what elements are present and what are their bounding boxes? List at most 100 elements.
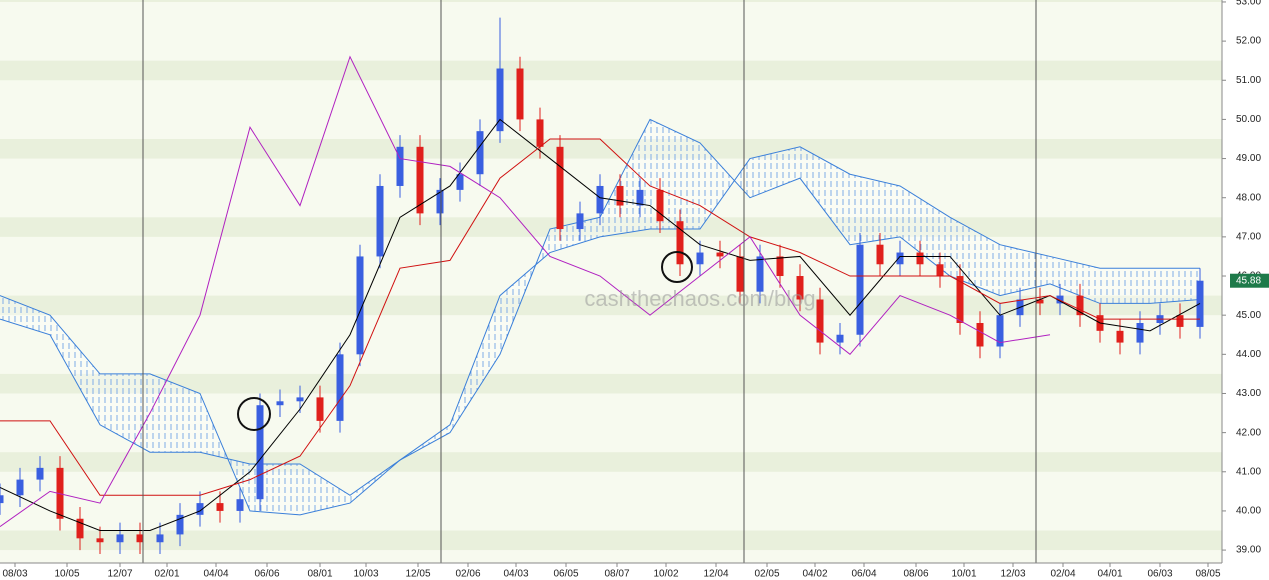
- candle-body: [956, 276, 964, 324]
- y-tick-label: 50.00: [1236, 114, 1261, 125]
- indicator-line: [0, 138, 1200, 496]
- candle-body: [636, 189, 644, 206]
- candle-body: [716, 252, 724, 257]
- candle-body: [536, 119, 544, 147]
- candle-body: [176, 514, 184, 535]
- x-tick-label: 02/05: [754, 569, 779, 580]
- candle-body: [196, 503, 204, 515]
- candle-body: [296, 397, 304, 402]
- candle-body: [96, 538, 104, 543]
- x-tick-label: 04/03: [503, 569, 528, 580]
- candle-body: [796, 276, 804, 300]
- x-tick-label: 12/04: [703, 569, 728, 580]
- candle-body: [396, 146, 404, 186]
- candle-body: [736, 256, 744, 292]
- candle-body: [516, 68, 524, 120]
- candle-body: [856, 244, 864, 335]
- x-tick-label: 08/03: [2, 569, 27, 580]
- grid-band: [0, 452, 1222, 472]
- y-tick-label: 40.00: [1236, 506, 1261, 517]
- candle-body: [116, 534, 124, 543]
- candle-body: [596, 185, 604, 214]
- grid-band: [0, 530, 1222, 551]
- candle-body: [816, 299, 824, 343]
- y-tick-label: 43.00: [1236, 388, 1261, 399]
- candle-body: [576, 213, 584, 230]
- candle-body: [976, 323, 984, 347]
- candle-body: [1056, 295, 1064, 304]
- candle-body: [1176, 315, 1184, 327]
- x-tick-label: 06/05: [553, 569, 578, 580]
- candle-body: [656, 189, 664, 222]
- grid-band: [0, 0, 1222, 2]
- candle-body: [336, 354, 344, 421]
- candle-body: [1116, 330, 1124, 343]
- y-tick-label: 41.00: [1236, 466, 1261, 477]
- x-tick-label: 12/05: [405, 569, 430, 580]
- candle-body: [356, 256, 364, 355]
- y-tick-label: 53.00: [1236, 0, 1261, 8]
- candle-body: [916, 252, 924, 265]
- candle-body: [876, 244, 884, 265]
- y-tick-label: 52.00: [1236, 36, 1261, 47]
- candle-body: [156, 534, 164, 543]
- candle-body: [0, 495, 4, 504]
- annotation-circle: [237, 397, 271, 431]
- grid-band: [0, 295, 1222, 316]
- candle-body: [16, 479, 24, 496]
- candle-body: [836, 334, 844, 343]
- candle-body: [1036, 299, 1044, 304]
- y-tick-label: 48.00: [1236, 192, 1261, 203]
- cloud-fill: [0, 119, 1200, 515]
- candle-body: [376, 185, 384, 257]
- x-tick-label: 06/06: [254, 569, 279, 580]
- x-tick-label: 10/01: [951, 569, 976, 580]
- x-tick-label: 10/02: [653, 569, 678, 580]
- candle-body: [896, 252, 904, 265]
- candle-body: [216, 503, 224, 511]
- x-tick-label: 04/01: [1097, 569, 1122, 580]
- y-tick-label: 51.00: [1236, 75, 1261, 86]
- x-tick-label: 12/03: [1000, 569, 1025, 580]
- grid-band: [0, 373, 1222, 394]
- period-separators: [142, 0, 1037, 563]
- annotation-circle: [661, 251, 693, 283]
- y-tick-label: 39.00: [1236, 545, 1261, 556]
- candle-body: [756, 256, 764, 292]
- candle-body: [776, 256, 784, 277]
- last-price-label: 45.88: [1236, 275, 1261, 286]
- candle-body: [316, 397, 324, 421]
- plot-area: [0, 17, 1204, 554]
- x-tick-label: 08/01: [307, 569, 332, 580]
- candle-body: [416, 146, 424, 214]
- candle-body: [496, 68, 504, 132]
- y-tick-label: 47.00: [1236, 232, 1261, 243]
- last-price-box: [1230, 273, 1269, 288]
- candle-body: [556, 146, 564, 230]
- indicator-line: [0, 118, 1201, 532]
- indicator-line: [0, 55, 1051, 527]
- x-tick-label: 10/03: [353, 569, 378, 580]
- candle-body: [616, 185, 624, 206]
- candle-body: [676, 221, 684, 265]
- candle-body: [276, 401, 284, 406]
- candle-body: [436, 189, 444, 214]
- watermark: cashthechaos.com/blog: [584, 286, 815, 311]
- candle-body: [36, 467, 44, 480]
- candle-body: [936, 264, 944, 277]
- candle-body: [1076, 295, 1084, 316]
- x-tick-label: 08/07: [604, 569, 629, 580]
- candle-body: [456, 174, 464, 190]
- candle-body: [996, 315, 1004, 347]
- y-tick-label: 49.00: [1236, 153, 1261, 164]
- candle-body: [236, 499, 244, 511]
- x-tick-label: 06/03: [1147, 569, 1172, 580]
- candle-body: [76, 518, 84, 539]
- candle-body: [476, 131, 484, 175]
- cloud-edge: [0, 146, 1200, 516]
- cloud-tint: [0, 119, 1200, 515]
- x-tick-label: 04/02: [802, 569, 827, 580]
- y-tick-label: 45.00: [1236, 310, 1261, 321]
- x-tick-label: 02/06: [455, 569, 480, 580]
